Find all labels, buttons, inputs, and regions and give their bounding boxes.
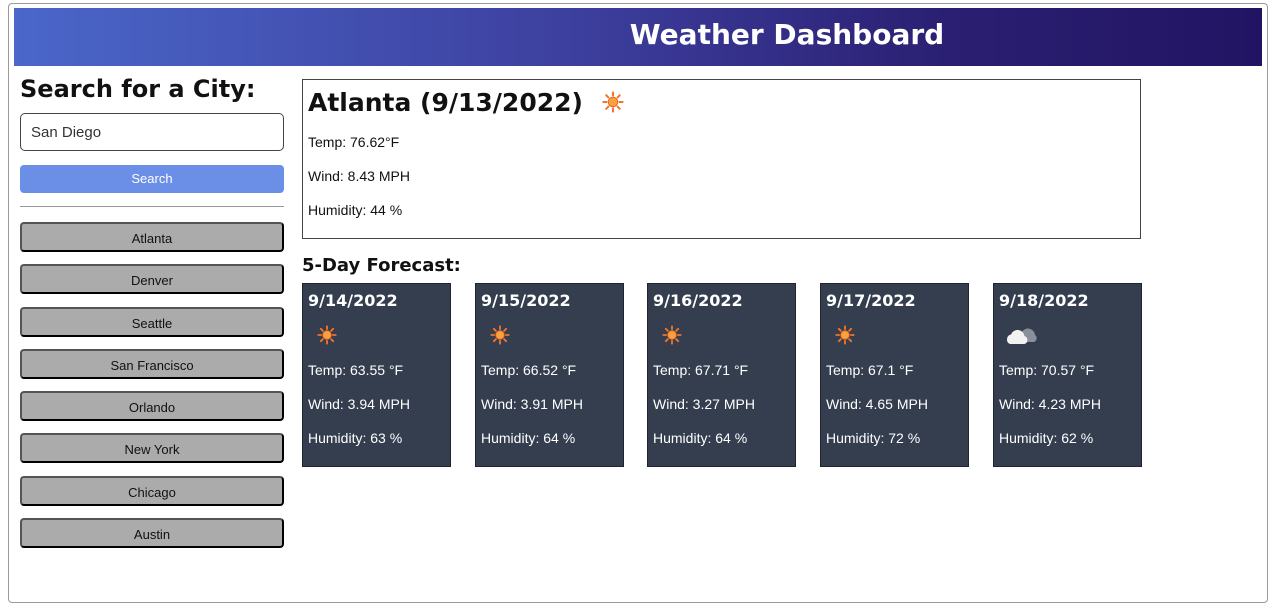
current-weather-heading: Atlanta (9/13/2022)	[308, 88, 624, 119]
forecast-wind: Wind: 3.94 MPH	[308, 396, 410, 412]
forecast-card: 9/14/2022 Temp: 63.55 °F Wind: 3.94 MPH …	[302, 283, 451, 467]
forecast-date: 9/16/2022	[653, 291, 743, 310]
forecast-card: 9/15/2022 Temp: 66.52 °F Wind: 3.91 MPH …	[475, 283, 624, 467]
sun-icon	[602, 90, 624, 119]
history-item-atlanta[interactable]: Atlanta	[20, 222, 284, 252]
forecast-temp: Temp: 66.52 °F	[481, 362, 577, 378]
forecast-temp: Temp: 70.57 °F	[999, 362, 1095, 378]
current-humidity: Humidity: 44 %	[308, 202, 403, 218]
history-item-denver[interactable]: Denver	[20, 264, 284, 295]
forecast-date: 9/17/2022	[826, 291, 916, 310]
forecast-temp: Temp: 67.1 °F	[826, 362, 914, 378]
history-item-new-york[interactable]: New York	[20, 433, 284, 464]
search-title: Search for a City:	[20, 75, 256, 103]
sun-icon	[835, 325, 855, 350]
forecast-humidity: Humidity: 64 %	[653, 430, 748, 446]
forecast-wind: Wind: 3.27 MPH	[653, 396, 755, 412]
forecast-card: 9/16/2022 Temp: 67.71 °F Wind: 3.27 MPH …	[647, 283, 796, 467]
forecast-temp: Temp: 67.71 °F	[653, 362, 749, 378]
forecast-card: 9/17/2022 Temp: 67.1 °F Wind: 4.65 MPH H…	[820, 283, 969, 467]
forecast-humidity: Humidity: 72 %	[826, 430, 921, 446]
forecast-wind: Wind: 4.65 MPH	[826, 396, 928, 412]
search-button[interactable]: Search	[20, 165, 284, 193]
forecast-date: 9/15/2022	[481, 291, 571, 310]
forecast-card: 9/18/2022 Temp: 70.57 °F Wind: 4.23 MPH …	[993, 283, 1142, 467]
history-item-san-francisco[interactable]: San Francisco	[20, 348, 284, 379]
current-wind: Wind: 8.43 MPH	[308, 168, 410, 184]
forecast-humidity: Humidity: 64 %	[481, 430, 576, 446]
forecast-humidity: Humidity: 62 %	[999, 430, 1094, 446]
forecast-wind: Wind: 4.23 MPH	[999, 396, 1101, 412]
current-city-date: Atlanta (9/13/2022)	[308, 88, 583, 117]
cloud-icon	[1002, 324, 1038, 351]
sun-icon	[317, 325, 337, 350]
sun-icon	[490, 325, 510, 350]
forecast-date: 9/14/2022	[308, 291, 398, 310]
forecast-date: 9/18/2022	[999, 291, 1089, 310]
city-search-input[interactable]	[20, 113, 284, 151]
history-item-austin[interactable]: Austin	[20, 518, 284, 549]
history-item-chicago[interactable]: Chicago	[20, 475, 284, 506]
forecast-title: 5-Day Forecast:	[302, 255, 461, 276]
forecast-temp: Temp: 63.55 °F	[308, 362, 404, 378]
history-item-seattle[interactable]: Seattle	[20, 306, 284, 337]
history-item-orlando[interactable]: Orlando	[20, 391, 284, 422]
divider	[20, 206, 284, 207]
forecast-wind: Wind: 3.91 MPH	[481, 396, 583, 412]
current-weather-panel: Atlanta (9/13/2022) Temp: 76.62°F Wind: …	[302, 79, 1141, 239]
forecast-humidity: Humidity: 63 %	[308, 430, 403, 446]
search-history-list: Atlanta Denver Seattle San Francisco Orl…	[20, 222, 284, 560]
current-temp: Temp: 76.62°F	[308, 134, 400, 150]
page-header: Weather Dashboard	[14, 8, 1262, 66]
page-title: Weather Dashboard	[629, 18, 945, 51]
sun-icon	[662, 325, 682, 350]
